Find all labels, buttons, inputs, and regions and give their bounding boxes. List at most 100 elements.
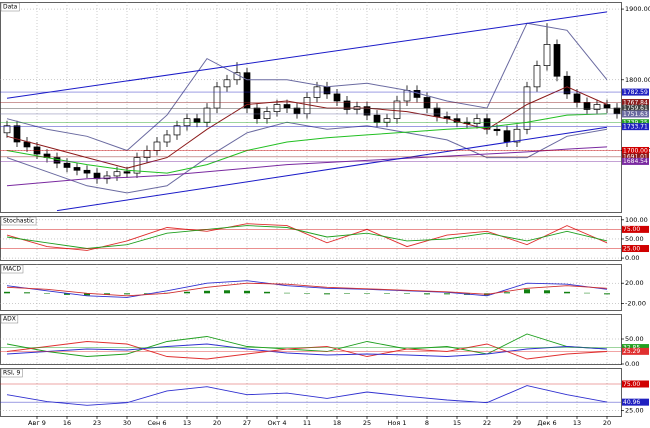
- price-marker-label: 1759.61: [623, 105, 648, 112]
- pane-frame: [0, 314, 622, 365]
- candle-body: [573, 93, 581, 103]
- price-marker-label: 1733.71: [623, 123, 648, 130]
- candle-body: [73, 167, 81, 171]
- pane-plot: [0, 2, 621, 212]
- candle-body: [593, 104, 601, 110]
- histogram-bar: [224, 290, 230, 294]
- histogram-bar: [384, 293, 390, 294]
- x-tick-label: 20: [603, 419, 611, 427]
- candle-body: [513, 128, 521, 143]
- pane-title: ADX: [3, 316, 16, 323]
- pane-plot: [0, 314, 621, 364]
- indicator-line: [6, 223, 608, 251]
- overlay-line: [6, 11, 608, 99]
- indicator-line: [6, 385, 608, 406]
- x-tick-label: 20: [213, 419, 221, 427]
- candle-body: [163, 134, 171, 143]
- price-marker-box: [622, 123, 649, 131]
- candle-body: [83, 169, 91, 174]
- candle-body: [603, 104, 611, 109]
- indicator-line: [6, 280, 608, 298]
- histogram-bar: [44, 293, 50, 294]
- candle-body: [473, 118, 481, 124]
- price-marker-label: 1700.00: [623, 147, 648, 154]
- x-tick-label: Авг 9: [28, 419, 46, 427]
- candle-body: [173, 125, 181, 136]
- candle-body: [343, 100, 351, 110]
- price-marker-label: 40.96: [623, 399, 640, 406]
- price-marker-label: 1691.01: [623, 154, 648, 161]
- x-tick-label: 30: [123, 419, 131, 427]
- pane-plot: [0, 216, 621, 260]
- price-marker-box: [622, 119, 649, 127]
- price-marker-box: [622, 88, 649, 96]
- histogram-bar: [264, 291, 270, 294]
- candle-body: [103, 175, 111, 180]
- x-tick-label: 27: [243, 419, 251, 427]
- pane-frame: [0, 216, 622, 261]
- x-tick-label: 11: [303, 419, 311, 427]
- candle-body: [373, 114, 381, 123]
- histogram-bar: [4, 291, 10, 294]
- x-tick-label: 16: [63, 419, 71, 427]
- x-tick-label: 29: [513, 419, 521, 427]
- price-marker-label: 1739.25: [623, 120, 648, 127]
- candle-body: [563, 75, 571, 95]
- price-marker-box: [622, 344, 649, 352]
- histogram-bar: [104, 293, 110, 295]
- candle-body: [613, 107, 621, 115]
- x-tick-label: Сен 6: [148, 419, 167, 427]
- x-tick-label: 18: [333, 419, 341, 427]
- price-marker-label: 25.29: [623, 348, 640, 355]
- histogram-bar: [584, 292, 590, 294]
- candle-body: [253, 107, 261, 120]
- x-tick-label: 15: [453, 419, 461, 427]
- overlay-line: [6, 113, 608, 174]
- histogram-bar: [284, 292, 290, 294]
- candle-body: [263, 111, 271, 120]
- histogram-bar: [544, 290, 550, 294]
- candle-body: [3, 125, 11, 134]
- candle-body: [123, 171, 131, 174]
- price-marker-label: 1684.54: [623, 158, 648, 165]
- x-tick-label: Ноя 1: [388, 419, 407, 427]
- price-marker-box: [622, 157, 649, 165]
- histogram-bar: [564, 291, 570, 294]
- pane-title-box: [0, 368, 23, 378]
- candle-body: [543, 44, 551, 66]
- histogram-bar: [444, 293, 450, 295]
- overlay-line: [6, 86, 608, 169]
- candle-body: [53, 157, 61, 164]
- histogram-bar: [64, 293, 70, 295]
- candle-body: [223, 79, 231, 88]
- candle-body: [183, 118, 191, 127]
- indicator-line: [6, 225, 608, 249]
- indicator-line: [6, 333, 608, 357]
- pane-title: Data: [3, 4, 18, 11]
- x-tick-label: 13: [183, 419, 191, 427]
- histogram-bar: [424, 293, 430, 295]
- pane-title-box: [0, 264, 24, 274]
- candle-body: [153, 141, 161, 151]
- y-tick-label: 50.00: [625, 335, 644, 343]
- x-tick-label: 22: [483, 419, 491, 427]
- y-tick-label: -20.00: [625, 299, 646, 307]
- price-marker-box: [622, 347, 649, 355]
- price-marker-label: 1767.84: [623, 99, 648, 106]
- pane-title: MACD: [3, 266, 21, 273]
- candle-body: [203, 107, 211, 123]
- histogram-bar: [504, 292, 510, 294]
- x-tick-label: 8: [425, 419, 429, 427]
- candle-body: [553, 44, 561, 77]
- pane-title-box: [0, 2, 20, 12]
- price-marker-box: [622, 99, 649, 107]
- candle-body: [503, 130, 511, 143]
- candle-body: [393, 100, 401, 120]
- histogram-bar: [364, 293, 370, 294]
- x-tick-label: 23: [93, 419, 101, 427]
- candle-body: [323, 86, 331, 95]
- price-marker-box: [622, 110, 649, 118]
- overlay-line: [6, 22, 608, 152]
- indicator-line: [6, 282, 608, 297]
